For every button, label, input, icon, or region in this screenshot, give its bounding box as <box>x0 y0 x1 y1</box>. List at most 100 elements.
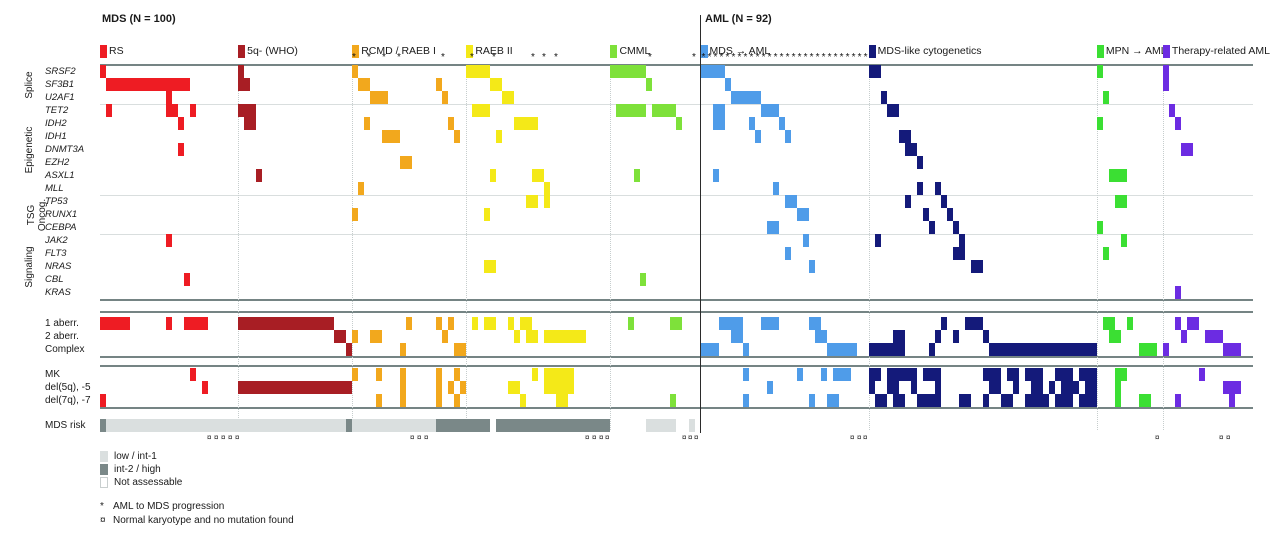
karyotype-cell-MK <box>982 368 1001 381</box>
star-marker: * <box>773 52 778 63</box>
gene-row-label: SF3B1 <box>45 79 75 90</box>
aberration-cell-1 aberr. <box>508 317 515 330</box>
star-marker: * <box>352 52 356 63</box>
karyotype-cell-del(5q), -5 <box>448 381 455 394</box>
legend-label-5: MDS → AML <box>709 45 771 57</box>
gene-row-label: FLT3 <box>45 248 67 259</box>
normal-karyotype-marker: ¤ <box>863 433 868 442</box>
gene-row-label: RUNX1 <box>45 209 78 220</box>
gene-cell-TET2 <box>652 104 677 117</box>
gene-cell-CBL <box>184 273 191 286</box>
aberration-row-label: 2 aberr. <box>45 331 79 342</box>
gene-cell-EZH2 <box>916 156 923 169</box>
karyotype-cell-MK <box>868 368 881 381</box>
gene-cell-IDH2 <box>448 117 455 130</box>
aberration-cell-Complex <box>400 343 407 356</box>
gene-cell-ASXL1 <box>532 169 545 182</box>
mds-risk-segment <box>496 419 611 432</box>
star-marker: * <box>749 52 754 63</box>
gene-cell-SRSF2 <box>868 65 881 78</box>
footnote-text: AML to MDS progression <box>113 501 225 512</box>
gene-cell-SRSF2 <box>238 65 245 78</box>
karyotype-cell-del(5q), -5 <box>508 381 521 394</box>
gene-cell-TET2 <box>760 104 779 117</box>
gene-cell-MLL <box>544 182 551 195</box>
normal-karyotype-marker: ¤ <box>592 433 597 442</box>
karyotype-cell-MK <box>1198 368 1205 381</box>
star-marker: * <box>815 52 820 63</box>
karyotype-cell-del(5q), -5 <box>1084 381 1097 394</box>
gene-cell-TP53 <box>904 195 911 208</box>
aberration-cell-2 aberr. <box>982 330 989 343</box>
mds-cohort-header: MDS (N = 100) <box>102 13 176 25</box>
karyotype-cell-del(7q), -7 <box>1078 394 1097 407</box>
gene-row-label: CEBPA <box>45 222 77 233</box>
karyotype-cell-del(5q), -5 <box>202 381 209 394</box>
legend-swatch-1 <box>238 45 246 58</box>
gene-cell-IDH2 <box>178 117 185 130</box>
karyotype-cell-del(7q), -7 <box>1114 394 1121 407</box>
aberration-cell-1 aberr. <box>436 317 443 330</box>
aberration-cell-2 aberr. <box>952 330 959 343</box>
gene-section-separator <box>100 104 1253 105</box>
star-marker: * <box>554 52 558 63</box>
aberration-cell-2 aberr. <box>526 330 539 343</box>
normal-karyotype-marker: ¤ <box>417 433 422 442</box>
karyotype-cell-del(7q), -7 <box>100 394 106 407</box>
star-marker: * <box>382 52 386 63</box>
karyotype-cell-MK <box>742 368 749 381</box>
karyotype-cell-del(7q), -7 <box>454 394 461 407</box>
risk-legend-swatch-light <box>100 451 108 462</box>
gene-cell-ASXL1 <box>1108 169 1127 182</box>
gene-cell-IDH1 <box>496 130 503 143</box>
gene-cell-NRAS <box>970 260 983 273</box>
karyotype-cell-del(5q), -5 <box>1222 381 1241 394</box>
legend-swatch-0 <box>100 45 107 58</box>
star-marker: * <box>367 52 371 63</box>
group-divider-dotted <box>868 65 870 430</box>
karyotype-cell-MK <box>376 368 383 381</box>
gene-cell-JAK2 <box>1120 234 1127 247</box>
gene-cell-TP53 <box>544 195 551 208</box>
karyotype-cell-del(5q), -5 <box>460 381 467 394</box>
legend-label-8: Therapy-related AML <box>1171 45 1270 57</box>
normal-karyotype-marker: ¤ <box>1155 433 1160 442</box>
normal-karyotype-marker: ¤ <box>599 433 604 442</box>
gene-cell-IDH2 <box>514 117 539 130</box>
aberration-cell-1 aberr. <box>406 317 413 330</box>
gene-cell-RUNX1 <box>352 208 359 221</box>
legend-label-4: CMML <box>619 45 651 57</box>
karyotype-cell-del(5q), -5 <box>910 381 917 394</box>
aberration-cell-Complex <box>868 343 905 356</box>
gene-cell-SRSF2 <box>700 65 725 78</box>
aml-cohort-header: AML (N = 92) <box>705 13 772 25</box>
aberration-cell-2 aberr. <box>442 330 449 343</box>
mds-risk-segment <box>100 419 106 432</box>
aberration-cell-Complex <box>988 343 1097 356</box>
gene-cell-U2AF1 <box>730 91 761 104</box>
karyotype-cell-del(7q), -7 <box>556 394 569 407</box>
aberration-cell-1 aberr. <box>238 317 335 330</box>
gene-cell-TP53 <box>526 195 539 208</box>
gene-cell-NRAS <box>808 260 815 273</box>
star-marker: * <box>839 52 844 63</box>
gene-cell-IDH2 <box>1096 117 1103 130</box>
gene-cell-IDH1 <box>784 130 791 143</box>
star-marker: * <box>863 52 868 63</box>
aberration-cell-Complex <box>346 343 353 356</box>
gene-cell-IDH2 <box>244 117 257 130</box>
gene-cell-JAK2 <box>874 234 881 247</box>
star-marker: * <box>492 52 496 63</box>
section-line <box>100 64 1253 66</box>
gene-cell-IDH2 <box>364 117 371 130</box>
gene-cell-TET2 <box>886 104 899 117</box>
star-marker: * <box>713 52 718 63</box>
gene-cell-SF3B1 <box>436 78 443 91</box>
karyotype-cell-del(7q), -7 <box>958 394 971 407</box>
gene-cell-DNMT3A <box>904 143 917 156</box>
section-line <box>100 407 1253 409</box>
normal-karyotype-marker: ¤ <box>235 433 240 442</box>
normal-karyotype-marker: ¤ <box>850 433 855 442</box>
karyotype-cell-del(5q), -5 <box>400 381 407 394</box>
legend-label-1: 5q- (WHO) <box>247 45 298 57</box>
